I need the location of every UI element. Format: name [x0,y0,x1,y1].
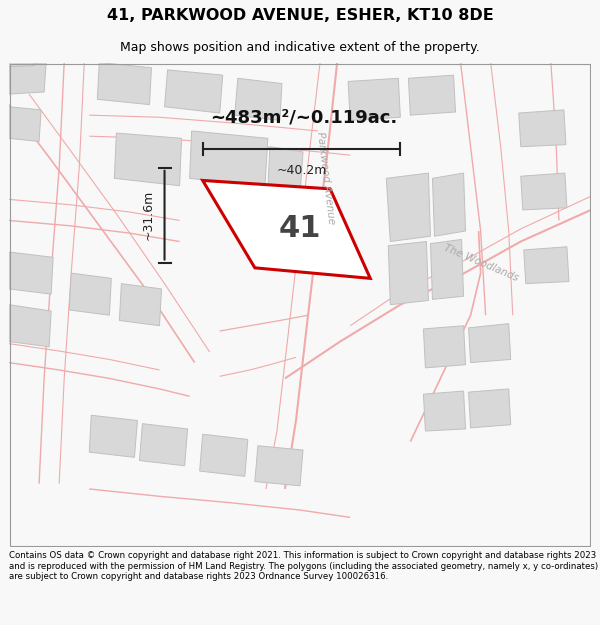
Text: ~31.6m: ~31.6m [142,190,154,240]
Polygon shape [9,62,34,67]
Text: 41, PARKWOOD AVENUE, ESHER, KT10 8DE: 41, PARKWOOD AVENUE, ESHER, KT10 8DE [107,8,493,23]
Text: The Woodlands: The Woodlands [442,242,520,283]
Polygon shape [348,78,400,121]
Polygon shape [268,147,303,194]
Polygon shape [97,62,151,104]
Polygon shape [521,173,567,210]
Polygon shape [386,173,430,241]
Polygon shape [164,70,223,113]
Text: 41: 41 [278,214,321,243]
Polygon shape [9,304,51,347]
Polygon shape [9,107,41,141]
Polygon shape [115,133,182,186]
Text: ~40.2m: ~40.2m [277,164,326,177]
Text: Parkwood Avenue: Parkwood Avenue [316,131,337,225]
Text: Contains OS data © Crown copyright and database right 2021. This information is : Contains OS data © Crown copyright and d… [9,551,598,581]
Polygon shape [424,326,466,368]
Polygon shape [200,434,248,476]
Polygon shape [203,181,370,278]
Polygon shape [119,284,161,326]
Polygon shape [424,391,466,431]
Polygon shape [409,75,455,115]
Polygon shape [235,78,282,121]
Polygon shape [433,173,466,236]
Polygon shape [9,252,53,294]
Polygon shape [469,389,511,428]
Polygon shape [9,62,46,94]
Text: ~483m²/~0.119ac.: ~483m²/~0.119ac. [209,108,397,126]
Polygon shape [69,273,112,315]
Polygon shape [430,239,464,299]
Polygon shape [388,241,428,304]
Polygon shape [139,424,188,466]
Text: Map shows position and indicative extent of the property.: Map shows position and indicative extent… [120,41,480,54]
Polygon shape [190,131,268,187]
Polygon shape [89,415,137,458]
Polygon shape [469,324,511,362]
Polygon shape [255,446,303,486]
Polygon shape [519,110,566,147]
Polygon shape [524,247,569,284]
